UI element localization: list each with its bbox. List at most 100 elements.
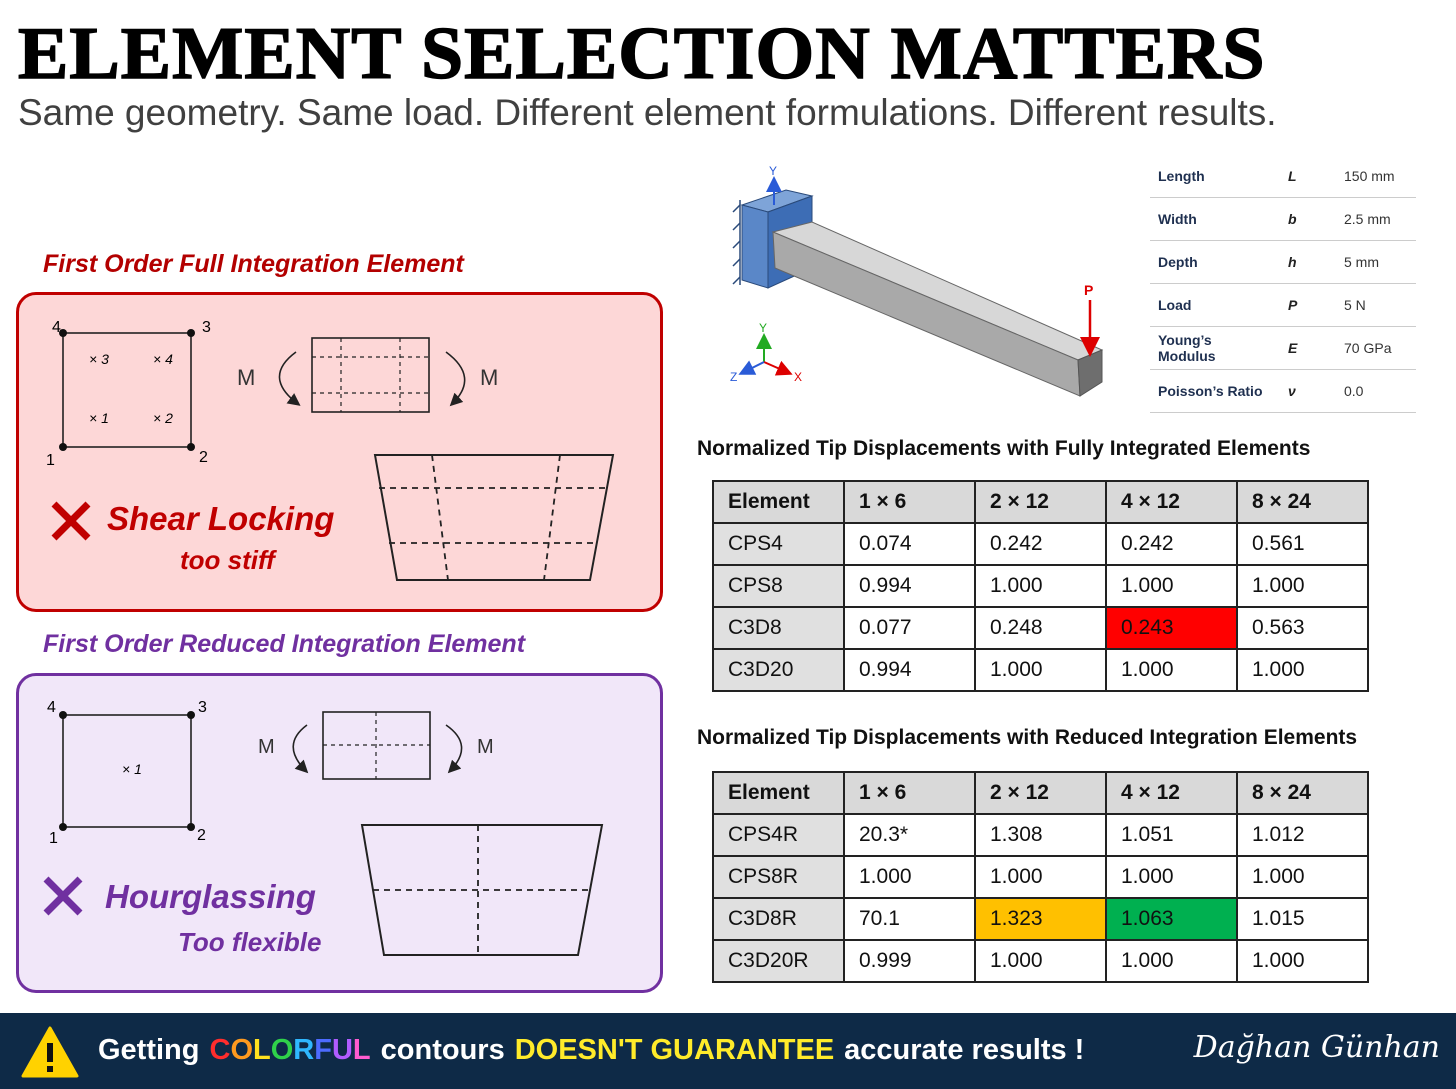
property-cell: Depth (1150, 240, 1280, 284)
table-cell: 0.243 (1105, 606, 1238, 650)
axis-label: X (794, 370, 802, 384)
table-cell: 0.074 (843, 522, 976, 566)
table-cell: 1.000 (974, 564, 1107, 608)
table-cell: 20.3* (843, 813, 976, 857)
table-cell: 0.242 (974, 522, 1107, 566)
title: ELEMENT SELECTION MATTERS (17, 12, 1266, 96)
node-label: 3 (198, 699, 207, 716)
table-cell: CPS8R (712, 855, 845, 899)
table-cell: 0.242 (1105, 522, 1238, 566)
effect-label: Too flexible (178, 927, 322, 957)
table-cell: C3D8 (712, 606, 845, 650)
table-cell: C3D20 (712, 648, 845, 692)
letter: O (230, 1034, 254, 1066)
panel-title: First Order Reduced Integration Element (43, 630, 526, 658)
property-cell: ν (1280, 369, 1336, 413)
property-cell: h (1280, 240, 1336, 284)
element-diagram (59, 711, 604, 956)
property-cell: Poisson’s Ratio (1150, 369, 1280, 413)
table-row: C3D20R 0.999 1.000 1.000 1.000 (712, 939, 1369, 983)
axis-label: Z (730, 370, 737, 384)
moment-label: M (477, 736, 494, 758)
table-title: Normalized Tip Displacements with Fully … (697, 437, 1311, 460)
table-cell: 0.994 (843, 564, 976, 608)
table-cell: 0.561 (1236, 522, 1369, 566)
table-title: Normalized Tip Displacements with Reduce… (697, 726, 1358, 749)
table-cell: 1.000 (843, 855, 976, 899)
element-diagram (59, 329, 615, 581)
cross-icon (43, 876, 83, 916)
integration-point: × 1 (89, 410, 109, 426)
header-cell: 8 × 24 (1236, 771, 1369, 815)
issue-label: Hourglassing (105, 878, 316, 915)
subtitle: Same geometry. Same load. Different elem… (18, 92, 1277, 133)
table-cell: 1.000 (1236, 648, 1369, 692)
property-cell: b (1280, 197, 1336, 241)
axis-label: Y (759, 321, 767, 335)
node-label: 1 (46, 452, 55, 469)
axis-label: Y (769, 164, 777, 178)
property-cell: P (1280, 283, 1336, 327)
property-cell: E (1280, 326, 1336, 370)
issue-label: Shear Locking (107, 500, 334, 537)
table-row: CPS8R 1.000 1.000 1.000 1.000 (712, 855, 1369, 899)
property-row: Length L 150 mm (1150, 155, 1416, 198)
property-row: Poisson’s Ratio ν 0.0 (1150, 369, 1416, 413)
table-cell: 0.563 (1236, 606, 1369, 650)
table-row: CPS8 0.994 1.000 1.000 1.000 (712, 564, 1369, 608)
effect-label: too stiff (180, 545, 277, 575)
table-cell: 1.015 (1236, 897, 1369, 941)
property-cell: 70 GPa (1336, 326, 1416, 370)
header-cell: 1 × 6 (843, 771, 976, 815)
property-row: Young’s Modulus E 70 GPa (1150, 326, 1416, 370)
table-row: CPS4 0.074 0.242 0.242 0.561 (712, 522, 1369, 566)
property-cell: Width (1150, 197, 1280, 241)
property-cell: 0.0 (1336, 369, 1416, 413)
property-cell: 5 N (1336, 283, 1416, 327)
table-cell: 1.000 (1105, 939, 1238, 983)
letter: U (331, 1034, 353, 1066)
table-cell: 1.000 (1105, 564, 1238, 608)
moment-label: M (480, 365, 498, 390)
header-cell: 2 × 12 (974, 771, 1107, 815)
table-cell: CPS4R (712, 813, 845, 857)
letter: L (253, 1034, 271, 1066)
beam-figure (732, 176, 1104, 397)
header-cell: 1 × 6 (843, 480, 976, 524)
node-label: 4 (52, 319, 61, 336)
footer-emphasis: DOESN'T GUARANTEE (514, 1034, 835, 1066)
table-cell: 0.248 (974, 606, 1107, 650)
table-cell: C3D8R (712, 897, 845, 941)
footer-text: contours (380, 1034, 505, 1066)
table-cell: 1.000 (1236, 564, 1369, 608)
table-cell: CPS4 (712, 522, 845, 566)
moment-label: M (237, 365, 255, 390)
moment-label: M (258, 736, 275, 758)
header-cell: 8 × 24 (1236, 480, 1369, 524)
header-cell: Element (712, 480, 845, 524)
properties-table: Length L 150 mm Width b 2.5 mm Depth h 5 mm Load P… (1150, 155, 1416, 413)
table-cell: 0.994 (843, 648, 976, 692)
node-label: 4 (47, 699, 56, 716)
letter: C (209, 1034, 231, 1066)
property-cell: 150 mm (1336, 155, 1416, 198)
table-cell: 1.308 (974, 813, 1107, 857)
property-row: Load P 5 N (1150, 283, 1416, 327)
table-cell: 0.077 (843, 606, 976, 650)
table-row: CPS4R 20.3* 1.308 1.051 1.012 (712, 813, 1369, 857)
footer-text: Getting (98, 1034, 200, 1066)
panel (16, 673, 663, 993)
property-cell: L (1280, 155, 1336, 198)
cross-icon (51, 501, 91, 541)
table-row: C3D8R 70.1 1.323 1.063 1.015 (712, 897, 1369, 941)
header-cell: 4 × 12 (1105, 480, 1238, 524)
panel (16, 292, 663, 612)
table-cell: 1.000 (974, 939, 1107, 983)
table-cell: 1.063 (1105, 897, 1238, 941)
table-cell: 1.000 (974, 855, 1107, 899)
